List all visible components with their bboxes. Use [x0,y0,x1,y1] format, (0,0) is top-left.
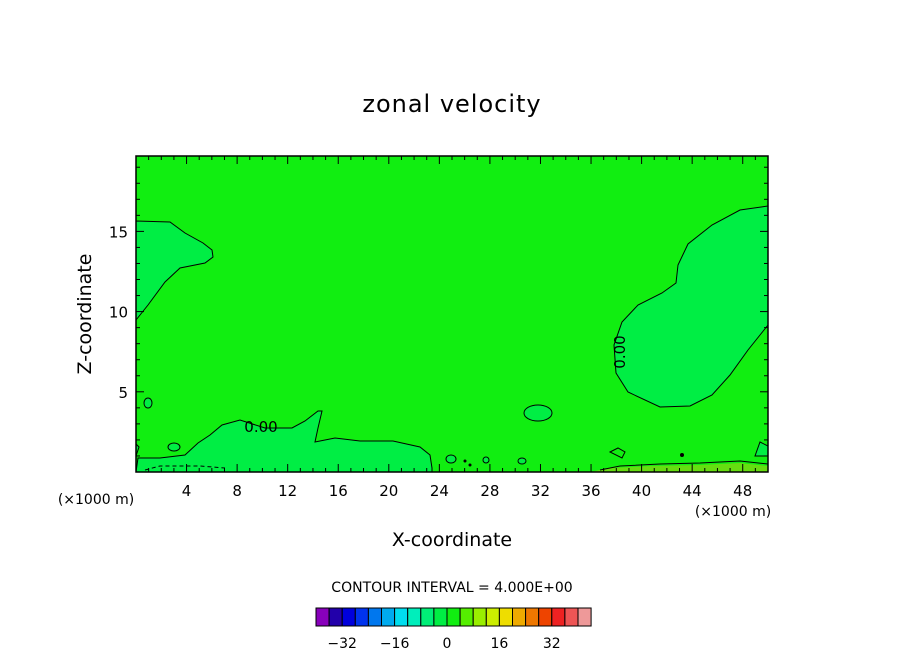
y-tick-label: 15 [109,223,128,241]
contour-region-top-left [136,220,214,321]
y-tick-label: 10 [109,304,128,322]
x-tick-label: 36 [581,482,600,500]
y-tick-group: 5 10 15 [109,166,768,457]
contour-island [517,457,527,465]
colorbar-swatch [459,607,474,627]
colorbar-swatch [472,607,487,627]
x-tick-label: 40 [632,482,651,500]
colorbar-swatch [577,607,592,627]
contour-island [523,404,553,422]
colorbar: −32 −16 0 16 32 [315,607,592,652]
colorbar-tick-label: 32 [543,636,561,652]
x-tick-label: 8 [232,482,242,500]
colorbar-swatch [341,607,356,627]
colorbar-tick-label: −16 [380,636,410,652]
colorbar-swatch [354,607,369,627]
x-tick-label: 44 [683,482,702,500]
contour-region-negative [590,463,768,472]
colorbar-swatch [381,607,396,627]
contour-fills [136,205,768,472]
colorbar-swatch [538,607,553,627]
colorbar-swatch [485,607,500,627]
contour-label: 0.00 [611,335,629,368]
colorbar-swatch [525,607,540,627]
colorbar-swatch [551,607,566,627]
colorbar-swatch [446,607,461,627]
x-tick-label: 24 [430,482,449,500]
x-tick-label: 28 [480,482,499,500]
contour-island [167,442,181,452]
x-tick-label: 16 [329,482,348,500]
x-unit-left: (×1000 m) [58,492,134,508]
x-unit-right: (×1000 m) [695,504,771,520]
chart-title: zonal velocity [362,90,541,118]
colorbar-swatch [394,607,409,627]
x-tick-label: 12 [278,482,297,500]
colorbar-swatch [420,607,435,627]
colorbar-tick-label: 0 [443,636,452,652]
contour-interval-label: CONTOUR INTERVAL = 4.000E+00 [331,580,572,596]
colorbar-swatch [564,607,579,627]
contour-line [608,447,626,459]
colorbar-swatch [315,607,330,627]
contour-dot [463,459,467,463]
x-tick-label: 4 [182,482,192,500]
colorbar-swatch [407,607,422,627]
contour-dot [468,463,472,467]
colorbar-swatch [433,607,448,627]
contour-region-bottom [136,410,433,472]
x-tick-label: 48 [733,482,752,500]
colorbar-tick-label: 16 [490,636,508,652]
contour-island [482,456,490,464]
colorbar-swatch [512,607,527,627]
contour-dot [680,453,684,457]
colorbar-tick-label: −32 [327,636,357,652]
contour-island [143,397,153,409]
y-tick-label: 5 [118,384,128,402]
contour-island [754,441,768,457]
contour-line-negative [144,465,226,471]
contour-label: 0.00 [244,418,277,436]
x-tick-label: 32 [531,482,550,500]
x-tick-label: 20 [379,482,398,500]
colorbar-swatch [367,607,382,627]
contour-region-right [613,205,768,408]
colorbar-swatch [498,607,513,627]
x-axis-label: X-coordinate [392,529,512,551]
colorbar-swatch [328,607,343,627]
contour-line [599,460,768,471]
x-tick-group: 4 8 12 16 20 24 28 32 36 40 44 48 [148,156,756,500]
contour-island [445,454,457,464]
y-axis-label: Z-coordinate [74,254,96,375]
